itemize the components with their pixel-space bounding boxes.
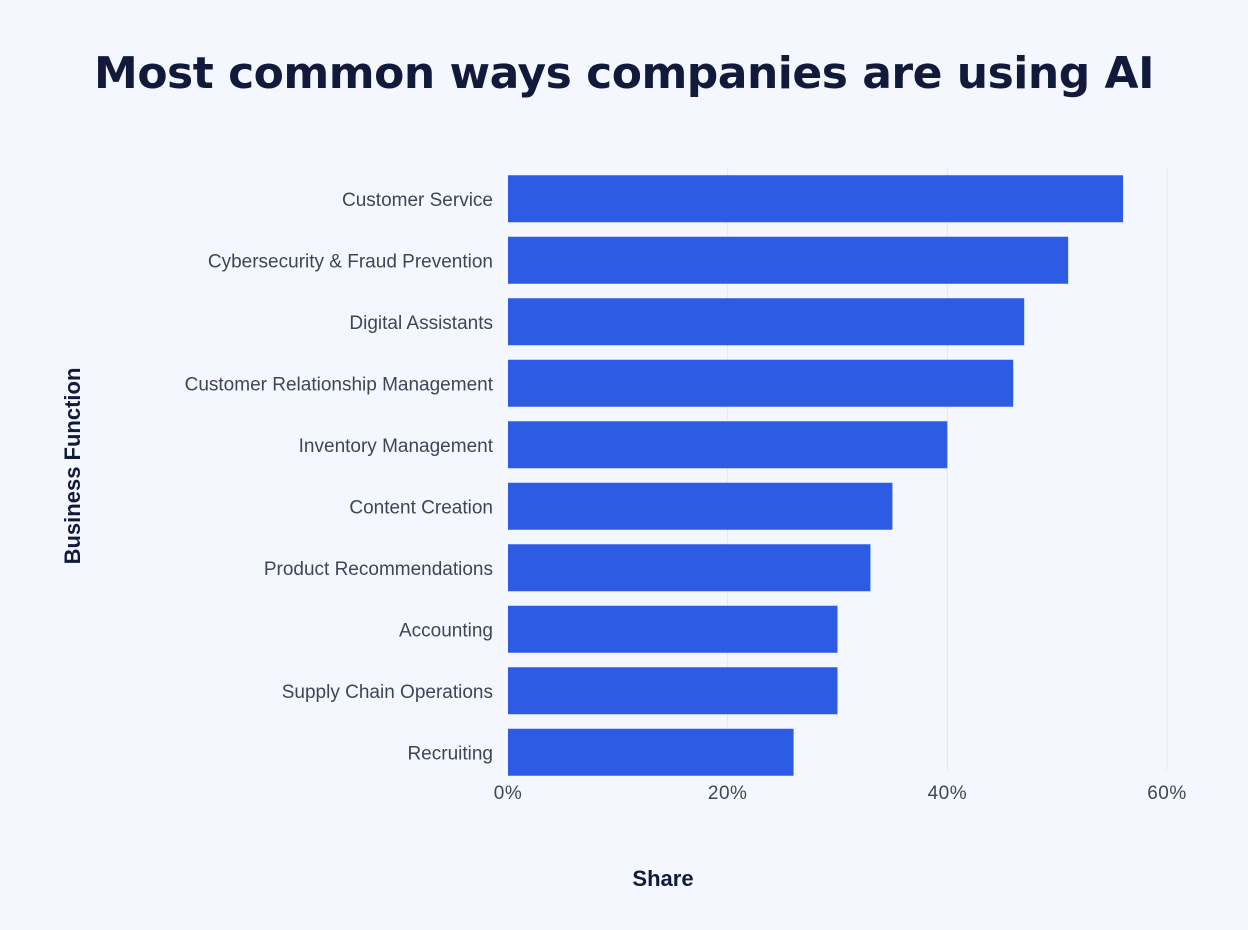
- category-label: Customer Service: [342, 190, 493, 211]
- category-label: Customer Relationship Management: [185, 374, 494, 395]
- bar: [508, 728, 794, 776]
- y-axis-title: Business Function: [60, 368, 85, 565]
- x-tick-labels: 0% 20% 40% 60%: [494, 783, 1187, 804]
- x-tick-label: 20%: [708, 783, 748, 804]
- bar: [508, 175, 1124, 223]
- category-label: Supply Chain Operations: [282, 682, 493, 703]
- category-label: Digital Assistants: [349, 313, 493, 334]
- category-label: Inventory Management: [299, 436, 494, 457]
- x-tick-label: 40%: [928, 783, 968, 804]
- bar: [508, 298, 1025, 346]
- category-label: Product Recommendations: [264, 559, 493, 580]
- x-tick-label: 60%: [1147, 783, 1187, 804]
- category-label: Cybersecurity & Fraud Prevention: [208, 251, 493, 272]
- chart-title: Most common ways companies are using AI: [94, 48, 1154, 99]
- x-axis-title: Share: [632, 866, 693, 891]
- bars: [508, 175, 1124, 776]
- bar: [508, 359, 1014, 407]
- category-labels: Customer Service Cybersecurity & Fraud Pr…: [185, 190, 494, 765]
- category-label: Recruiting: [407, 743, 493, 764]
- bar: [508, 544, 871, 592]
- bar: [508, 667, 838, 715]
- bar: [508, 236, 1069, 284]
- category-label: Content Creation: [349, 497, 493, 518]
- bar: [508, 421, 948, 469]
- bar: [508, 605, 838, 653]
- bar: [508, 482, 893, 530]
- category-label: Accounting: [399, 620, 493, 641]
- x-tick-label: 0%: [494, 783, 522, 804]
